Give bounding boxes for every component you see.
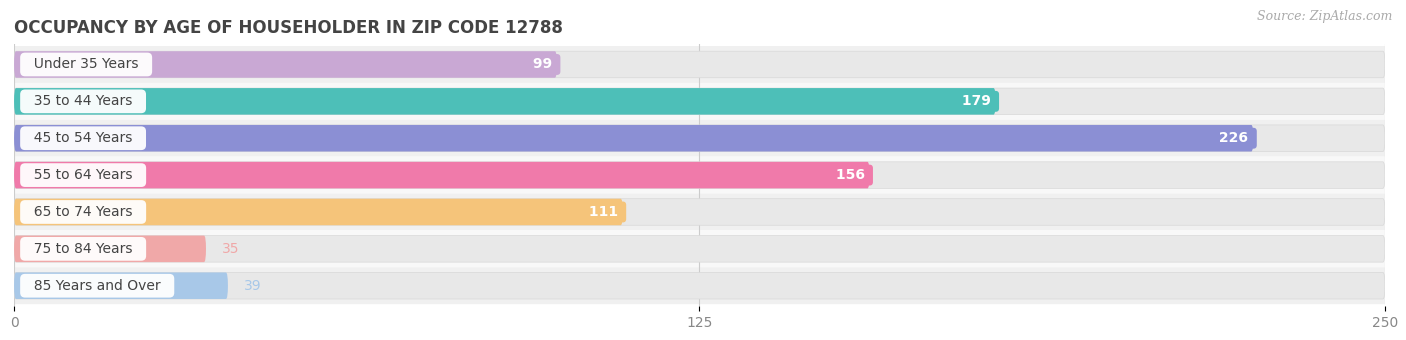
FancyBboxPatch shape <box>14 236 1385 262</box>
Text: 35: 35 <box>222 242 240 256</box>
FancyBboxPatch shape <box>14 125 1253 152</box>
Text: OCCUPANCY BY AGE OF HOUSEHOLDER IN ZIP CODE 12788: OCCUPANCY BY AGE OF HOUSEHOLDER IN ZIP C… <box>14 19 562 37</box>
Text: Source: ZipAtlas.com: Source: ZipAtlas.com <box>1257 10 1392 23</box>
Text: 39: 39 <box>245 279 262 293</box>
FancyBboxPatch shape <box>14 51 1385 78</box>
FancyBboxPatch shape <box>14 125 1385 152</box>
Text: 179: 179 <box>957 95 995 108</box>
Text: 99: 99 <box>527 57 557 71</box>
FancyBboxPatch shape <box>14 88 1385 115</box>
FancyBboxPatch shape <box>14 199 623 225</box>
Text: 65 to 74 Years: 65 to 74 Years <box>25 205 141 219</box>
FancyBboxPatch shape <box>14 157 1385 193</box>
FancyBboxPatch shape <box>14 199 1385 225</box>
FancyBboxPatch shape <box>14 272 228 299</box>
FancyBboxPatch shape <box>14 46 1385 83</box>
FancyBboxPatch shape <box>14 267 1385 304</box>
FancyBboxPatch shape <box>14 231 1385 267</box>
FancyBboxPatch shape <box>14 162 869 188</box>
Text: 156: 156 <box>831 168 869 182</box>
Text: 55 to 64 Years: 55 to 64 Years <box>25 168 141 182</box>
FancyBboxPatch shape <box>14 193 1385 231</box>
Text: 85 Years and Over: 85 Years and Over <box>25 279 169 293</box>
Text: 111: 111 <box>583 205 623 219</box>
Text: 45 to 54 Years: 45 to 54 Years <box>25 131 141 145</box>
FancyBboxPatch shape <box>14 162 1385 188</box>
FancyBboxPatch shape <box>14 88 995 115</box>
FancyBboxPatch shape <box>14 51 557 78</box>
FancyBboxPatch shape <box>14 272 1385 299</box>
FancyBboxPatch shape <box>14 236 207 262</box>
Text: 226: 226 <box>1215 131 1253 145</box>
Text: 75 to 84 Years: 75 to 84 Years <box>25 242 141 256</box>
FancyBboxPatch shape <box>14 120 1385 157</box>
Text: 35 to 44 Years: 35 to 44 Years <box>25 95 141 108</box>
FancyBboxPatch shape <box>14 83 1385 120</box>
Text: Under 35 Years: Under 35 Years <box>25 57 148 71</box>
